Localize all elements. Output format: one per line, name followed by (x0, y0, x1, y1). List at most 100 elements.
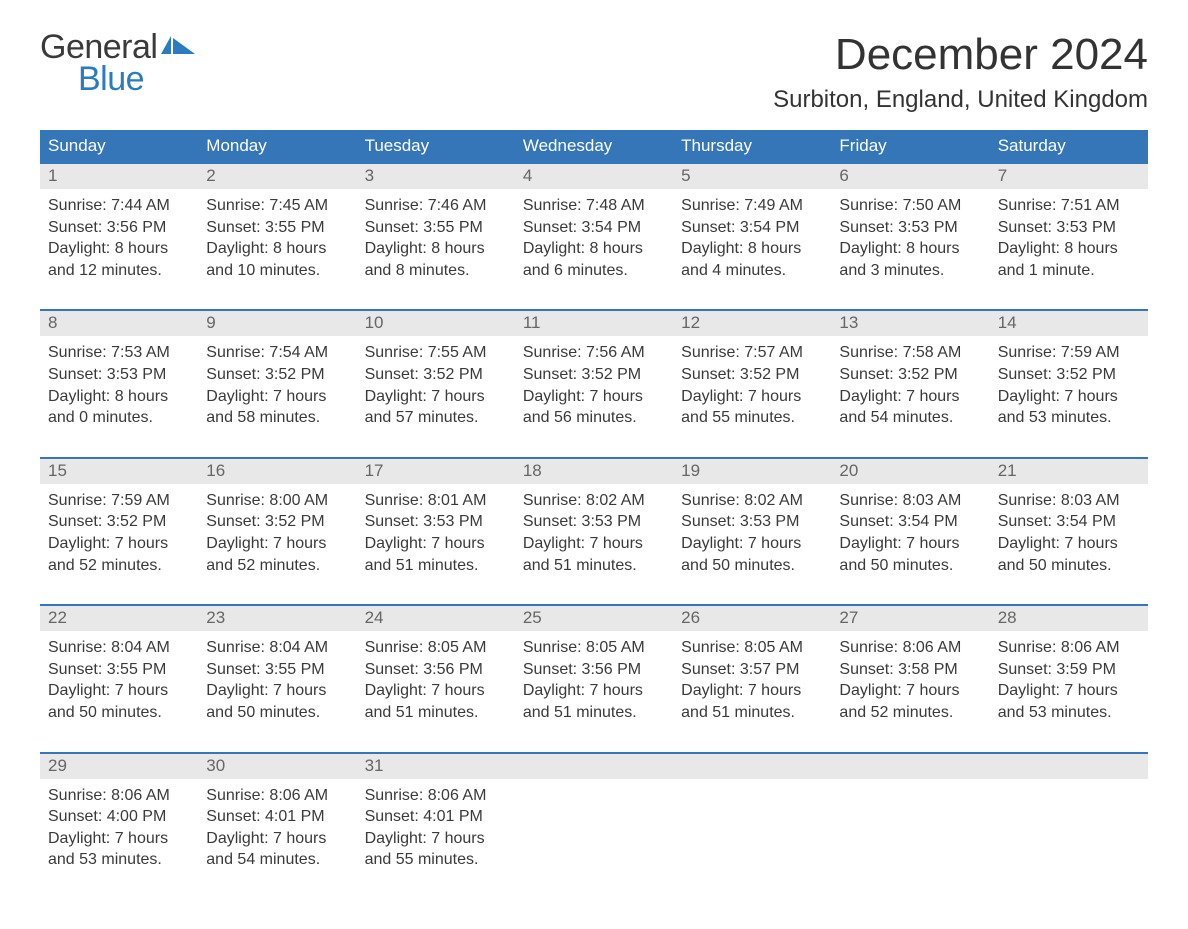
dayhead-friday: Friday (831, 130, 989, 162)
day-number: 21 (990, 459, 1148, 484)
sunrise-line: Sunrise: 8:03 AM (998, 490, 1140, 512)
logo-word-2: Blue (78, 62, 197, 96)
day-number: 11 (515, 311, 673, 336)
day-number: 31 (357, 754, 515, 779)
daylight-line: Daylight: 7 hours and 55 minutes. (365, 828, 507, 871)
sunrise-line: Sunrise: 7:59 AM (998, 342, 1140, 364)
day-number: 15 (40, 459, 198, 484)
day-cell: Sunrise: 8:06 AMSunset: 4:00 PMDaylight:… (40, 779, 198, 881)
sunrise-line: Sunrise: 7:46 AM (365, 195, 507, 217)
page-subtitle: Surbiton, England, United Kingdom (773, 86, 1148, 114)
week-row: 15161718192021Sunrise: 7:59 AMSunset: 3:… (40, 457, 1148, 586)
day-cell: Sunrise: 8:02 AMSunset: 3:53 PMDaylight:… (673, 484, 831, 586)
sunrise-line: Sunrise: 7:48 AM (523, 195, 665, 217)
sunrise-line: Sunrise: 8:02 AM (681, 490, 823, 512)
sunrise-line: Sunrise: 8:05 AM (523, 637, 665, 659)
daylight-line: Daylight: 8 hours and 3 minutes. (839, 238, 981, 281)
sunset-line: Sunset: 3:54 PM (523, 217, 665, 239)
sunset-line: Sunset: 3:55 PM (48, 659, 190, 681)
week-row: 1234567Sunrise: 7:44 AMSunset: 3:56 PMDa… (40, 162, 1148, 291)
day-cell: Sunrise: 8:05 AMSunset: 3:57 PMDaylight:… (673, 631, 831, 733)
day-number: 7 (990, 164, 1148, 189)
daylight-line: Daylight: 7 hours and 51 minutes. (523, 680, 665, 723)
day-number: 20 (831, 459, 989, 484)
day-cell: Sunrise: 7:49 AMSunset: 3:54 PMDaylight:… (673, 189, 831, 291)
day-number: 27 (831, 606, 989, 631)
sunset-line: Sunset: 3:56 PM (365, 659, 507, 681)
day-cell: Sunrise: 7:53 AMSunset: 3:53 PMDaylight:… (40, 336, 198, 438)
day-number: 10 (357, 311, 515, 336)
daylight-line: Daylight: 7 hours and 54 minutes. (206, 828, 348, 871)
sunset-line: Sunset: 3:55 PM (206, 659, 348, 681)
day-cell: Sunrise: 8:06 AMSunset: 3:59 PMDaylight:… (990, 631, 1148, 733)
weeks-container: 1234567Sunrise: 7:44 AMSunset: 3:56 PMDa… (40, 162, 1148, 881)
daylight-line: Daylight: 7 hours and 52 minutes. (206, 533, 348, 576)
daynum-row: 293031 (40, 754, 1148, 779)
sunset-line: Sunset: 3:52 PM (206, 511, 348, 533)
day-cell: Sunrise: 8:03 AMSunset: 3:54 PMDaylight:… (990, 484, 1148, 586)
daylight-line: Daylight: 7 hours and 53 minutes. (48, 828, 190, 871)
sunset-line: Sunset: 3:52 PM (365, 364, 507, 386)
sunrise-line: Sunrise: 7:57 AM (681, 342, 823, 364)
day-cell: Sunrise: 8:06 AMSunset: 4:01 PMDaylight:… (357, 779, 515, 881)
day-number: 19 (673, 459, 831, 484)
daylight-line: Daylight: 7 hours and 57 minutes. (365, 386, 507, 429)
day-cell: Sunrise: 8:06 AMSunset: 4:01 PMDaylight:… (198, 779, 356, 881)
day-cell: Sunrise: 8:04 AMSunset: 3:55 PMDaylight:… (40, 631, 198, 733)
dayhead-saturday: Saturday (990, 130, 1148, 162)
dayhead-monday: Monday (198, 130, 356, 162)
day-number: 16 (198, 459, 356, 484)
day-cell: Sunrise: 8:01 AMSunset: 3:53 PMDaylight:… (357, 484, 515, 586)
day-number (673, 754, 831, 779)
logo: General Blue (40, 30, 197, 96)
sunrise-line: Sunrise: 7:54 AM (206, 342, 348, 364)
sunset-line: Sunset: 3:59 PM (998, 659, 1140, 681)
daylight-line: Daylight: 7 hours and 55 minutes. (681, 386, 823, 429)
sunrise-line: Sunrise: 8:02 AM (523, 490, 665, 512)
day-cell: Sunrise: 8:00 AMSunset: 3:52 PMDaylight:… (198, 484, 356, 586)
sunrise-line: Sunrise: 7:45 AM (206, 195, 348, 217)
flag-icon (161, 30, 197, 64)
day-number: 5 (673, 164, 831, 189)
daylight-line: Daylight: 8 hours and 8 minutes. (365, 238, 507, 281)
daylight-line: Daylight: 8 hours and 4 minutes. (681, 238, 823, 281)
daylight-line: Daylight: 7 hours and 50 minutes. (48, 680, 190, 723)
daynum-row: 891011121314 (40, 311, 1148, 336)
sunrise-line: Sunrise: 7:51 AM (998, 195, 1140, 217)
sunrise-line: Sunrise: 8:05 AM (365, 637, 507, 659)
sunset-line: Sunset: 3:55 PM (365, 217, 507, 239)
sunrise-line: Sunrise: 8:06 AM (839, 637, 981, 659)
sunset-line: Sunset: 3:53 PM (365, 511, 507, 533)
sunset-line: Sunset: 3:52 PM (206, 364, 348, 386)
day-cell: Sunrise: 8:02 AMSunset: 3:53 PMDaylight:… (515, 484, 673, 586)
day-cell (990, 779, 1148, 881)
week-row: 22232425262728Sunrise: 8:04 AMSunset: 3:… (40, 604, 1148, 733)
daylight-line: Daylight: 7 hours and 53 minutes. (998, 680, 1140, 723)
daylight-line: Daylight: 7 hours and 53 minutes. (998, 386, 1140, 429)
day-number: 24 (357, 606, 515, 631)
data-row: Sunrise: 7:44 AMSunset: 3:56 PMDaylight:… (40, 189, 1148, 291)
sunset-line: Sunset: 3:54 PM (839, 511, 981, 533)
daylight-line: Daylight: 7 hours and 50 minutes. (998, 533, 1140, 576)
daylight-line: Daylight: 7 hours and 50 minutes. (681, 533, 823, 576)
data-row: Sunrise: 7:59 AMSunset: 3:52 PMDaylight:… (40, 484, 1148, 586)
sunset-line: Sunset: 3:54 PM (998, 511, 1140, 533)
sunrise-line: Sunrise: 7:55 AM (365, 342, 507, 364)
sunset-line: Sunset: 4:00 PM (48, 806, 190, 828)
sunrise-line: Sunrise: 8:06 AM (365, 785, 507, 807)
sunset-line: Sunset: 3:52 PM (839, 364, 981, 386)
day-cell (673, 779, 831, 881)
calendar: Sunday Monday Tuesday Wednesday Thursday… (40, 130, 1148, 881)
sunrise-line: Sunrise: 7:59 AM (48, 490, 190, 512)
day-cell: Sunrise: 7:54 AMSunset: 3:52 PMDaylight:… (198, 336, 356, 438)
day-cell: Sunrise: 7:56 AMSunset: 3:52 PMDaylight:… (515, 336, 673, 438)
sunset-line: Sunset: 4:01 PM (206, 806, 348, 828)
daylight-line: Daylight: 7 hours and 51 minutes. (681, 680, 823, 723)
day-number: 25 (515, 606, 673, 631)
sunrise-line: Sunrise: 7:44 AM (48, 195, 190, 217)
sunset-line: Sunset: 3:57 PM (681, 659, 823, 681)
header: General Blue December 2024 Surbiton, Eng… (40, 30, 1148, 114)
day-cell (515, 779, 673, 881)
day-number: 9 (198, 311, 356, 336)
sunset-line: Sunset: 3:52 PM (48, 511, 190, 533)
